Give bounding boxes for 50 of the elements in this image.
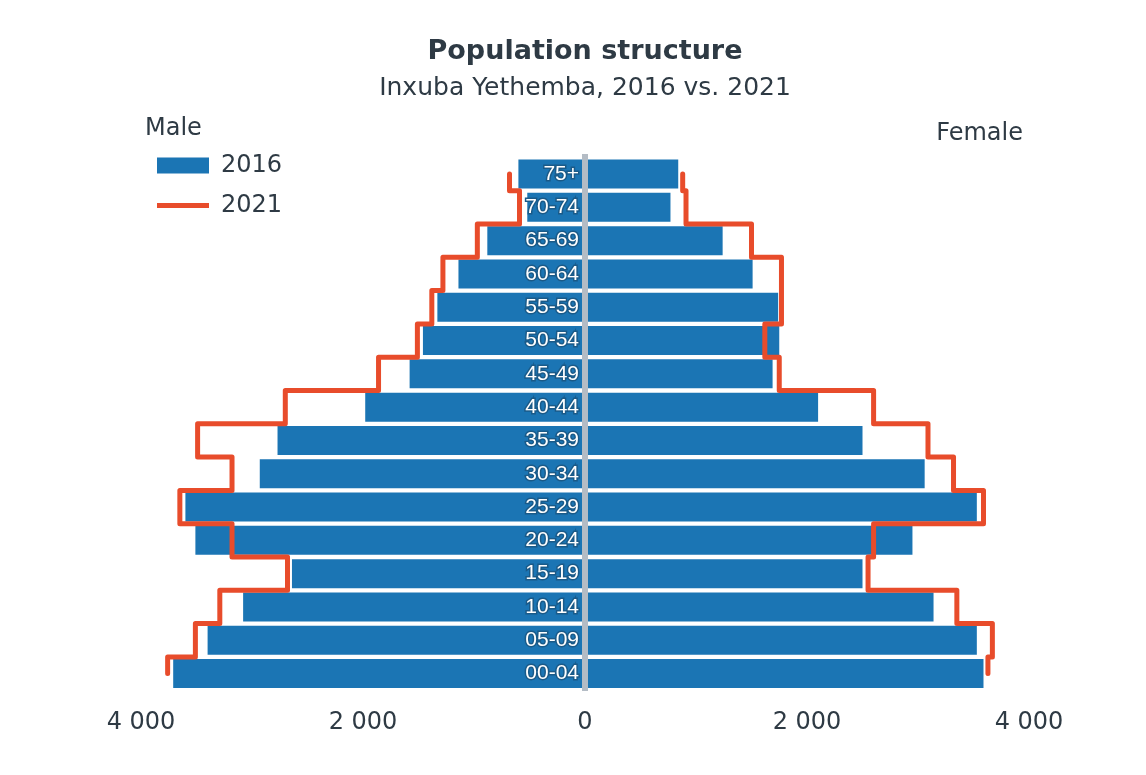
x-tick-label: 2 000 [328,706,398,735]
bar [585,226,723,256]
bar [585,559,863,589]
bar [259,459,585,489]
legend-label: 2021 [221,189,283,218]
x-tick-label: 0 [577,706,593,735]
bar [243,592,585,622]
bar [585,659,984,689]
y-tick-label: 50-54 [525,327,580,351]
bar [585,492,977,522]
bar [585,459,925,489]
y-tick-label: 25-29 [525,493,579,517]
bar [291,559,585,589]
x-tick-label: 4 000 [106,706,176,735]
y-tick-label: 15-19 [525,560,579,584]
bar [585,192,671,222]
y-tick-label: 05-09 [525,627,579,651]
bar [585,326,780,356]
bar [585,359,773,389]
y-tick-label: 60-64 [525,260,580,284]
y-tick-label: 20-24 [525,527,580,551]
bar [585,292,779,322]
bar [195,525,585,555]
bar [585,625,977,655]
bar [185,492,585,522]
y-tick-label: 75+ [543,160,579,184]
bar [207,625,585,655]
y-tick-label: 45-49 [525,360,579,384]
bar [585,592,934,622]
chart-title: Population structure [427,34,743,66]
bar [585,159,679,189]
text: Female [936,117,1023,146]
y-tick-label: 30-34 [525,460,580,484]
y-tick-label: 00-04 [525,660,580,684]
y-tick-label: 10-14 [525,593,580,617]
bar [585,525,913,555]
text: Male [145,112,202,141]
bar [585,392,819,422]
x-tick-label: 2 000 [772,706,842,735]
bar [585,259,753,289]
y-tick-label: 55-59 [525,294,579,318]
chart-subtitle: Inxuba Yethemba, 2016 vs. 2021 [379,71,791,101]
y-tick-label: 65-69 [525,227,579,251]
y-tick-label: 40-44 [525,393,580,417]
bar [585,425,863,455]
x-tick-label: 4 000 [994,706,1064,735]
bar [277,425,585,455]
y-tick-label: 35-39 [525,427,579,451]
bar [173,659,585,689]
legend-label: 2016 [221,149,283,178]
